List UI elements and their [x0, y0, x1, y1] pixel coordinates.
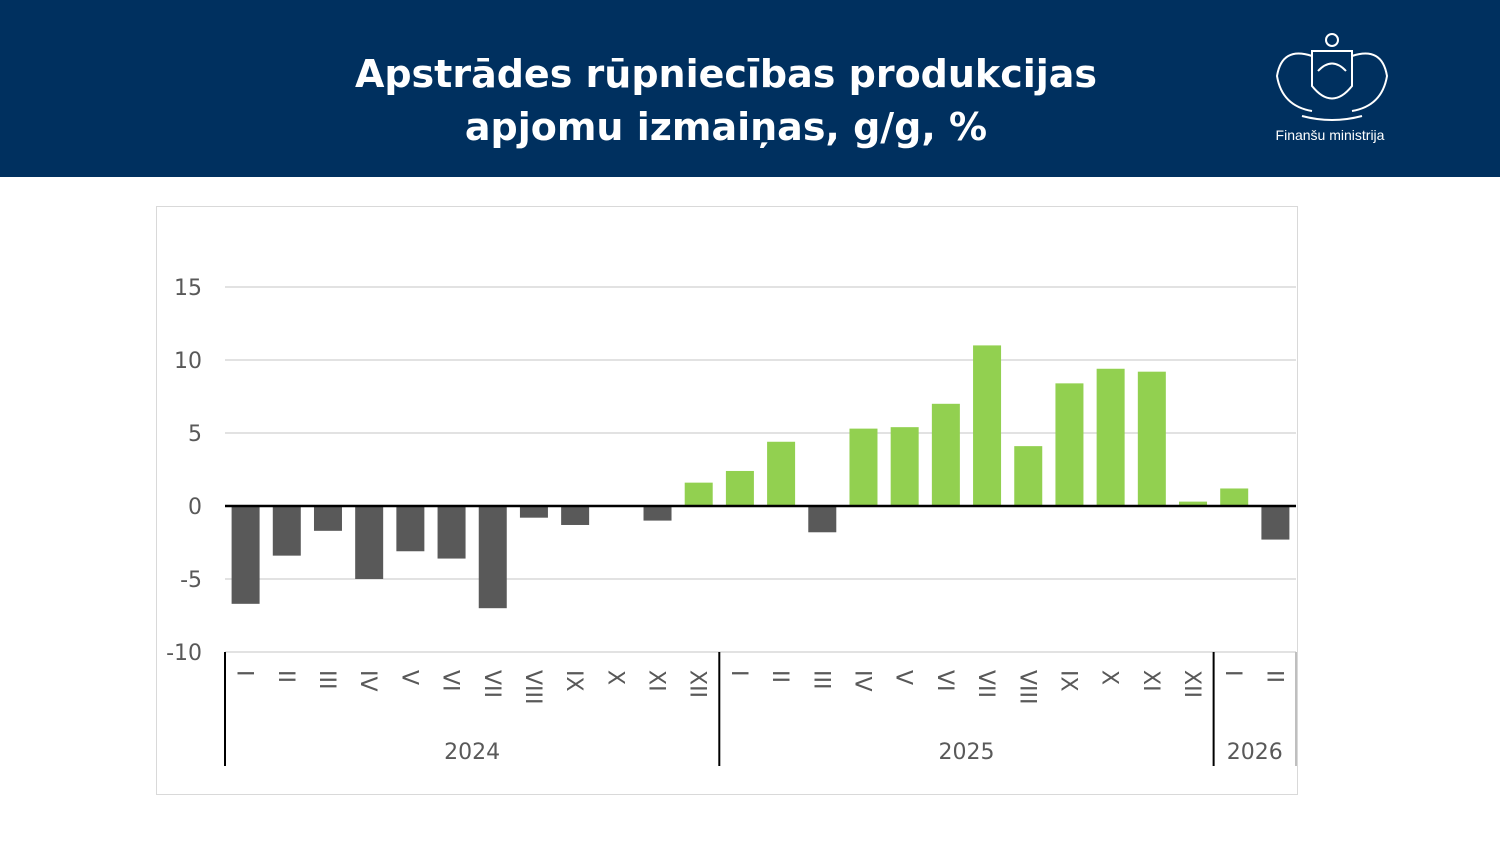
year-label: 2025: [938, 740, 994, 765]
bar: [1220, 488, 1249, 506]
x-tick-label: IX: [561, 670, 586, 692]
x-tick-label: XII: [1179, 670, 1204, 698]
bar: [1137, 371, 1166, 506]
x-tick-label: VIII: [1014, 670, 1039, 705]
bar: [519, 506, 548, 518]
page-title: Apstrādes rūpniecības produkcijas apjomu…: [276, 48, 1176, 154]
bar: [684, 482, 713, 506]
bar: [890, 427, 919, 506]
x-tick-label: I: [726, 670, 751, 677]
bar: [1096, 368, 1125, 506]
bar: [931, 403, 960, 506]
x-tick-label: IV: [849, 670, 874, 692]
bar: [355, 506, 384, 579]
bar: [313, 506, 342, 531]
x-tick-label: IX: [1055, 670, 1080, 692]
x-tick-label: I: [1220, 670, 1245, 677]
bar: [725, 470, 754, 506]
x-tick-label: VII: [973, 670, 998, 698]
x-tick-label: VII: [479, 670, 504, 698]
x-tick-label: XI: [1138, 670, 1163, 692]
y-tick-label: 10: [174, 349, 202, 374]
x-tick-label: XI: [644, 670, 669, 692]
bar: [1179, 501, 1208, 506]
bar: [231, 506, 260, 604]
x-tick-label: X: [602, 670, 627, 685]
x-tick-label: III: [808, 670, 833, 689]
x-tick-label: III: [314, 670, 339, 689]
bar: [1261, 506, 1290, 540]
header-banner: Apstrādes rūpniecības produkcijas apjomu…: [0, 0, 1500, 177]
bar: [643, 506, 672, 521]
y-tick-label: 0: [188, 495, 202, 520]
ministry-name: Finanšu ministrija: [1275, 127, 1385, 143]
bar: [973, 345, 1002, 506]
title-line-2: apjomu izmaiņas, g/g, %: [464, 105, 988, 149]
x-tick-label: VIII: [520, 670, 545, 705]
bar: [808, 506, 837, 533]
bar: [396, 506, 425, 552]
bar: [1055, 383, 1084, 506]
bar: [1014, 446, 1043, 506]
y-tick-label: 5: [188, 422, 202, 447]
y-tick-label: 15: [174, 276, 202, 301]
x-tick-label: V: [396, 670, 421, 685]
x-tick-label: V: [891, 670, 916, 685]
x-tick-label: I: [232, 670, 257, 677]
bar: [767, 441, 796, 506]
year-label: 2024: [444, 740, 500, 765]
y-tick-label: -10: [166, 641, 202, 666]
x-tick-label: X: [1097, 670, 1122, 685]
y-tick-label: -5: [180, 568, 202, 593]
x-tick-label: XII: [685, 670, 710, 698]
x-tick-label: II: [1261, 670, 1286, 683]
year-label: 2026: [1227, 740, 1283, 765]
bar: [437, 506, 466, 559]
bar: [478, 506, 507, 609]
x-tick-label: VI: [932, 670, 957, 692]
bar: [561, 506, 590, 525]
x-tick-label: VI: [438, 670, 463, 692]
x-tick-label: IV: [355, 670, 380, 692]
bar: [849, 428, 878, 506]
title-line-1: Apstrādes rūpniecības produkcijas: [354, 52, 1098, 96]
coat-of-arms-logo: [1275, 33, 1389, 121]
x-tick-label: II: [767, 670, 792, 683]
bar: [272, 506, 301, 556]
x-tick-label: II: [273, 670, 298, 683]
